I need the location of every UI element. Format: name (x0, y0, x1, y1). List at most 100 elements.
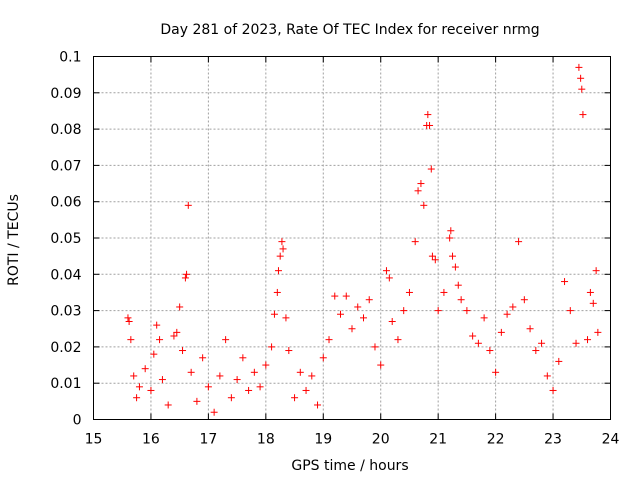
data-point (411, 238, 419, 246)
data-point (274, 267, 282, 275)
data-point (414, 187, 422, 195)
data-point (566, 307, 574, 315)
data-point (250, 368, 258, 376)
data-point (130, 372, 138, 380)
data-point (555, 357, 563, 365)
data-point (133, 394, 141, 402)
data-point (549, 386, 557, 394)
data-point (592, 267, 600, 275)
data-point (572, 339, 580, 347)
data-point (296, 368, 304, 376)
data-point (184, 201, 192, 209)
data-point (210, 408, 218, 416)
y-axis-title: ROTI / TECUs (6, 194, 22, 286)
data-point (276, 252, 284, 260)
y-tick-label: 0 (73, 413, 82, 429)
data-point (319, 354, 327, 362)
y-tick-label: 0.06 (50, 195, 81, 211)
data-point (279, 245, 287, 253)
data-point (342, 292, 350, 300)
data-point (434, 307, 442, 315)
x-tick-label: 21 (429, 432, 447, 448)
data-point (331, 292, 339, 300)
x-tick-label: 18 (257, 432, 275, 448)
data-point (337, 310, 345, 318)
grid (93, 56, 611, 420)
data-point (285, 347, 293, 355)
data-point (575, 63, 583, 71)
data-point (239, 354, 247, 362)
data-point (150, 350, 158, 358)
y-tick-label: 0.07 (50, 158, 81, 174)
data-point (256, 383, 264, 391)
data-point (561, 278, 569, 286)
data-point (291, 394, 299, 402)
data-point (447, 227, 455, 235)
data-point (354, 303, 362, 311)
data-point (486, 347, 494, 355)
data-point (417, 180, 425, 188)
data-point (222, 336, 230, 344)
data-point (480, 314, 488, 322)
plot-frame (93, 56, 611, 420)
y-tick-label: 0.08 (50, 122, 81, 138)
data-point (497, 328, 505, 336)
data-point (451, 263, 459, 271)
data-point (382, 267, 390, 275)
data-point (273, 288, 281, 296)
data-point (181, 274, 189, 282)
data-points (124, 63, 602, 416)
data-point (227, 394, 235, 402)
data-point (428, 252, 436, 260)
data-point (543, 372, 551, 380)
data-point (170, 332, 178, 340)
data-point (449, 252, 457, 260)
data-point (427, 165, 435, 173)
data-point (141, 365, 149, 373)
data-point (183, 270, 191, 278)
data-point (424, 111, 432, 119)
data-point (420, 201, 428, 209)
data-point (199, 354, 207, 362)
y-tick-label: 0.05 (50, 231, 81, 247)
data-point (173, 328, 181, 336)
data-point (594, 328, 602, 336)
data-point (164, 401, 172, 409)
data-point (579, 111, 587, 119)
data-point (176, 303, 184, 311)
data-point (405, 288, 413, 296)
data-point (509, 303, 517, 311)
data-point (492, 368, 500, 376)
data-point (125, 317, 133, 325)
data-point (394, 336, 402, 344)
x-tick-label: 24 (602, 432, 620, 448)
data-point (586, 288, 594, 296)
data-point (158, 376, 166, 384)
data-point (124, 314, 132, 322)
data-point (325, 336, 333, 344)
data-point (193, 397, 201, 405)
data-point (179, 347, 187, 355)
data-point (359, 314, 367, 322)
data-point (365, 296, 373, 304)
x-tick-label: 19 (314, 432, 332, 448)
x-tick-label: 22 (487, 432, 505, 448)
x-tick-label: 17 (199, 432, 217, 448)
data-point (216, 372, 224, 380)
data-point (440, 288, 448, 296)
data-point (426, 121, 434, 129)
data-point (135, 383, 143, 391)
data-point (469, 332, 477, 340)
data-point (245, 386, 253, 394)
data-point (156, 336, 164, 344)
data-point (388, 317, 396, 325)
data-point (584, 336, 592, 344)
x-tick-label: 23 (544, 432, 562, 448)
y-tick-label: 0.09 (50, 86, 81, 102)
data-point (520, 296, 528, 304)
y-tick-label: 0.04 (50, 267, 81, 283)
data-point (268, 343, 276, 351)
data-point (308, 372, 316, 380)
data-point (578, 85, 586, 93)
data-point (446, 234, 454, 242)
